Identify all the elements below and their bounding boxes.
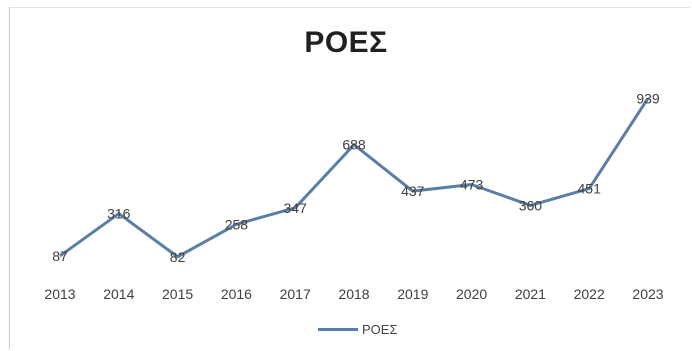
data-label: 688 <box>342 137 366 153</box>
data-label: 437 <box>401 183 425 199</box>
data-label: 316 <box>107 206 131 222</box>
x-tick-label: 2019 <box>397 286 428 302</box>
legend-label: ΡΟΕΣ <box>362 321 398 337</box>
x-tick-label: 2013 <box>44 286 75 302</box>
data-label: 258 <box>225 216 249 232</box>
x-tick-label: 2018 <box>338 286 369 302</box>
x-tick-label: 2020 <box>456 286 487 302</box>
data-label: 347 <box>284 200 308 216</box>
data-label: 451 <box>578 181 602 197</box>
data-label: 473 <box>460 176 484 192</box>
series-lines <box>59 97 650 259</box>
x-tick-label: 2015 <box>162 286 193 302</box>
x-tick-label: 2021 <box>515 286 546 302</box>
x-tick-label: 2014 <box>103 286 134 302</box>
x-tick-label: 2023 <box>632 286 663 302</box>
chart-frame <box>9 7 690 349</box>
data-labels: 87 316 82 258 347 688 437 473 360 451 939 <box>52 90 660 265</box>
series-line <box>59 97 650 259</box>
data-label: 82 <box>170 249 186 265</box>
data-label: 87 <box>52 248 68 264</box>
chart-title: ΡΟΕΣ <box>304 26 388 59</box>
legend: ΡΟΕΣ <box>318 320 398 338</box>
data-label: 360 <box>519 197 543 213</box>
x-tick-label: 2017 <box>280 286 311 302</box>
x-tick-label: 2022 <box>574 286 605 302</box>
x-tick-label: 2016 <box>221 286 252 302</box>
x-axis-tick-labels: 2013 2014 2015 2016 2017 2018 2019 2020 2021 2022… <box>44 286 663 302</box>
legend-swatch <box>318 327 358 331</box>
data-label: 939 <box>636 90 660 106</box>
